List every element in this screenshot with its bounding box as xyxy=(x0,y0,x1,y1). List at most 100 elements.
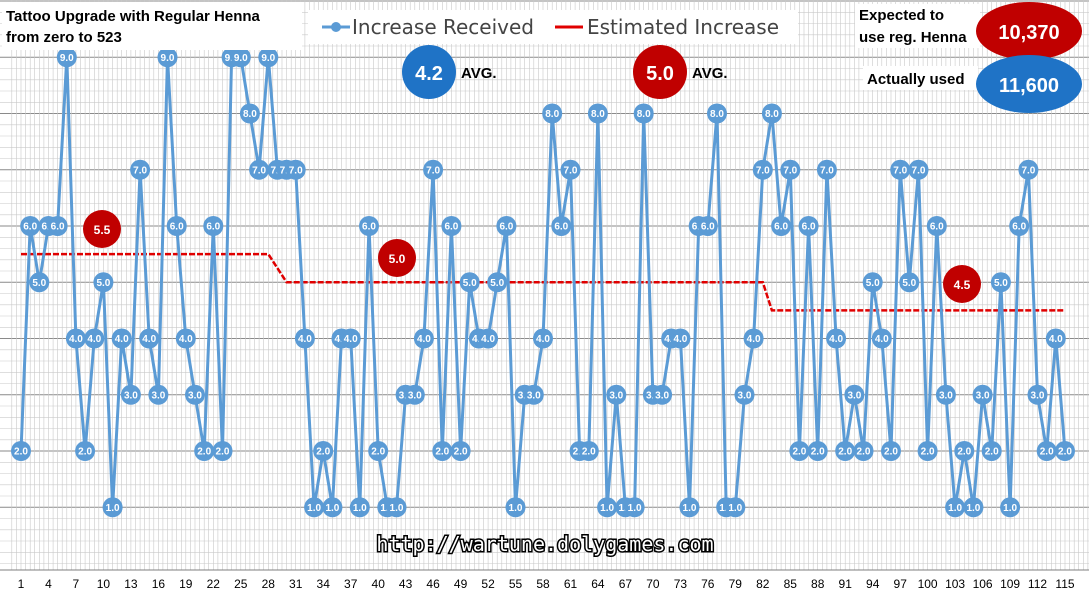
x-tick-103: 103 xyxy=(945,577,965,591)
data-label-59: 8.0 xyxy=(545,109,559,120)
segment-badge-3-circle xyxy=(943,265,981,303)
avg-badge-1-circle xyxy=(402,45,456,99)
data-point-74 xyxy=(679,497,700,518)
segment-badge-1-value: 5.5 xyxy=(94,223,111,237)
x-tick-82: 82 xyxy=(756,577,770,591)
x-tick-94: 94 xyxy=(866,577,880,591)
data-point-45 xyxy=(413,328,434,349)
legend-box xyxy=(308,10,798,44)
x-tick-16: 16 xyxy=(152,577,166,591)
data-point-15 xyxy=(139,328,160,349)
actual-value-ellipse xyxy=(976,55,1082,113)
data-label-28: 9.0 xyxy=(261,53,275,64)
data-label-11: 1.0 xyxy=(106,503,120,514)
x-tick-79: 79 xyxy=(729,577,743,591)
data-label-25: 9.0 xyxy=(234,53,248,64)
data-label-53: 5.0 xyxy=(490,278,504,289)
segment-badge-1-circle xyxy=(83,210,121,248)
x-tick-25: 25 xyxy=(234,577,248,591)
x-tick-97: 97 xyxy=(894,577,908,591)
data-label-38: 1.0 xyxy=(353,503,367,514)
data-point-12 xyxy=(111,328,132,349)
segment-badge-2-value: 5.0 xyxy=(389,252,406,266)
data-point-111 xyxy=(1018,159,1039,180)
x-tick-28: 28 xyxy=(262,577,276,591)
title-box xyxy=(2,2,302,50)
data-point-105 xyxy=(963,497,984,518)
data-point-46 xyxy=(423,159,444,180)
x-tick-61: 61 xyxy=(564,577,578,591)
data-label-1: 2.0 xyxy=(14,447,28,458)
data-point-54 xyxy=(496,216,517,236)
data-point-39 xyxy=(359,216,379,236)
data-label-27: 7.0 xyxy=(252,165,266,176)
data-point-115 xyxy=(1055,441,1075,461)
data-label-23: 2.0 xyxy=(216,447,230,458)
data-label-32: 4.0 xyxy=(298,334,312,345)
data-label-17: 9.0 xyxy=(161,53,175,64)
x-tick-52: 52 xyxy=(481,577,495,591)
data-point-7 xyxy=(65,328,86,349)
data-label-9: 4.0 xyxy=(87,334,101,345)
data-point-28 xyxy=(258,47,279,68)
data-label-97: 7.0 xyxy=(893,165,907,176)
x-tick-106: 106 xyxy=(973,577,993,591)
data-point-61 xyxy=(560,159,581,180)
data-point-103 xyxy=(945,497,966,518)
x-tick-13: 13 xyxy=(124,577,138,591)
data-label-71: 3.0 xyxy=(655,390,669,401)
data-point-50 xyxy=(459,272,480,293)
x-tick-22: 22 xyxy=(207,577,221,591)
data-label-103: 1.0 xyxy=(948,503,962,514)
data-label-63: 2.0 xyxy=(582,447,596,458)
data-point-85 xyxy=(780,159,801,180)
gridlines xyxy=(0,0,1089,571)
avg-badge-1-value: 4.2 xyxy=(415,63,443,85)
x-tick-67: 67 xyxy=(619,577,633,591)
data-point-96 xyxy=(881,441,901,461)
data-point-110 xyxy=(1009,216,1030,236)
data-point-81 xyxy=(743,328,764,349)
data-point-19 xyxy=(175,328,196,349)
data-point-8 xyxy=(75,441,96,461)
data-label-35: 1.0 xyxy=(325,503,339,514)
data-point-35 xyxy=(322,497,343,518)
data-point-16 xyxy=(148,384,169,405)
data-label-105: 1.0 xyxy=(966,503,980,514)
data-point-80 xyxy=(734,384,755,405)
data-point-9 xyxy=(84,328,105,349)
legend: Increase Received Estimated Increase xyxy=(308,10,798,44)
data-label-90: 4.0 xyxy=(829,334,843,345)
data-point-91 xyxy=(835,441,856,461)
data-point-82 xyxy=(752,159,773,180)
x-tick-91: 91 xyxy=(839,577,853,591)
data-point-59 xyxy=(542,103,563,124)
avg-badge-1: 4.2 AVG. xyxy=(402,45,497,99)
data-label-19: 4.0 xyxy=(179,334,193,345)
data-label-6: 9.0 xyxy=(60,53,74,64)
data-point-23 xyxy=(212,441,233,461)
x-tick-46: 46 xyxy=(426,577,440,591)
avg-badge-2-circle xyxy=(633,45,687,99)
data-point-48 xyxy=(441,216,462,236)
data-label-111: 7.0 xyxy=(1021,165,1035,176)
data-label-114: 4.0 xyxy=(1049,334,1063,345)
data-point-57 xyxy=(523,384,544,405)
data-label-86: 2.0 xyxy=(792,447,806,458)
data-point-100 xyxy=(917,441,938,461)
actual-label-box xyxy=(863,66,978,90)
data-point-31 xyxy=(285,159,306,180)
data-point-40 xyxy=(368,441,389,461)
data-point-104 xyxy=(954,441,975,461)
data-point-33 xyxy=(304,497,325,518)
data-point-47 xyxy=(432,441,453,461)
x-tick-7: 7 xyxy=(73,577,80,591)
segment-badge-2-circle xyxy=(378,239,416,277)
data-point-13 xyxy=(120,384,141,405)
data-point-102 xyxy=(935,384,956,405)
data-point-97 xyxy=(890,159,911,180)
data-label-20: 3.0 xyxy=(188,390,202,401)
data-label-73: 4.0 xyxy=(673,334,687,345)
data-label-93: 2.0 xyxy=(857,447,871,458)
